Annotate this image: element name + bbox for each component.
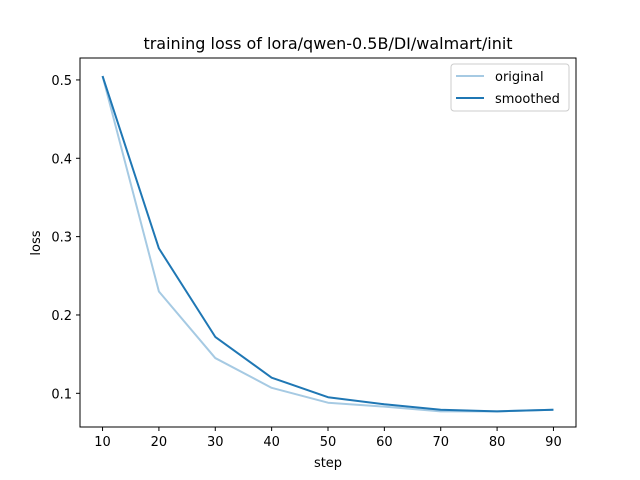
x-tick-label: 40 (263, 435, 280, 450)
x-tick-label: 10 (94, 435, 111, 450)
y-tick-label: 0.1 (51, 387, 72, 402)
ticks-layer: 10 20 30 40 50 60 70 80 90 0.1 0.2 0.3 0.4 0.5 (51, 74, 561, 450)
y-tick-label: 0.3 (51, 231, 72, 246)
x-tick-label: 80 (489, 435, 506, 450)
y-tick-label: 0.2 (51, 309, 72, 324)
legend-label-original: original (495, 70, 544, 85)
legend-label-smoothed: smoothed (495, 92, 560, 107)
chart-title: training loss of lora/qwen-0.5B/DI/walma… (143, 34, 512, 53)
x-axis-label: step (314, 456, 342, 471)
y-tick-label: 0.4 (51, 152, 72, 167)
y-axis-label: loss (29, 230, 44, 255)
x-tick-label: 30 (207, 435, 224, 450)
legend: original smoothed (450, 63, 570, 112)
x-tick-label: 70 (432, 435, 449, 450)
series-layer (101, 75, 554, 413)
y-tick-label: 0.5 (51, 74, 72, 89)
x-tick-label: 20 (151, 435, 168, 450)
x-tick-label: 50 (320, 435, 337, 450)
plot-frame (79, 57, 577, 428)
x-tick-label: 90 (545, 435, 562, 450)
series-line-smoothed (101, 75, 554, 413)
x-tick-label: 60 (376, 435, 393, 450)
